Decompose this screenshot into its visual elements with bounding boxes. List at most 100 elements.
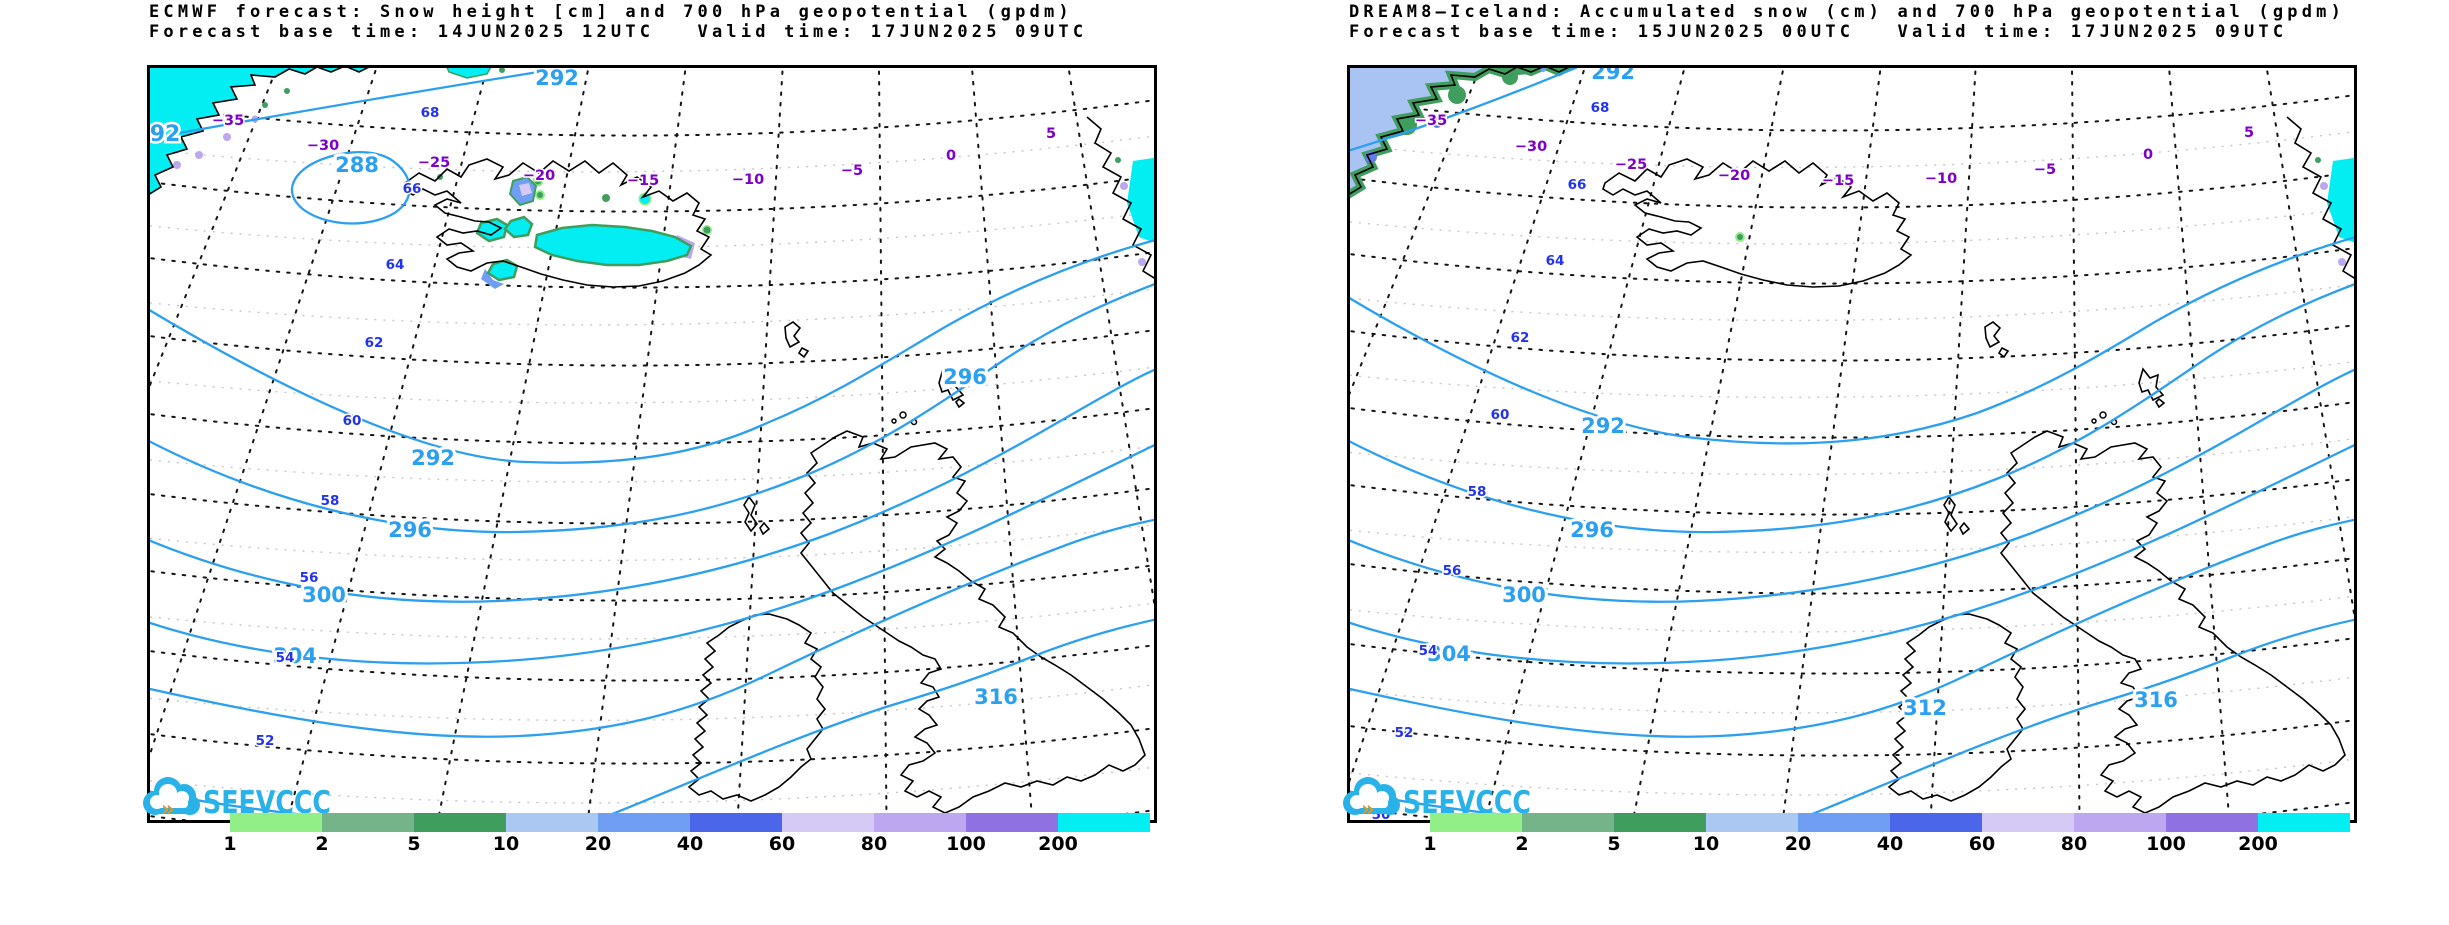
- snow-patch: [223, 133, 231, 141]
- longitude-label: −15: [627, 173, 659, 189]
- snow-patch: [519, 183, 532, 196]
- snow-patch: [475, 217, 509, 243]
- colorbar-tick-label: 20: [1784, 833, 1812, 855]
- colorbar-segment: [2166, 813, 2258, 832]
- contour-label: 296: [943, 365, 987, 389]
- latitude-label: 60: [1491, 407, 1510, 423]
- graticule-minor: [1347, 437, 2357, 476]
- snow-patch: [262, 102, 268, 108]
- contour-label: 292: [1581, 414, 1625, 438]
- parallel-line: [1347, 636, 2357, 675]
- coastline: [784, 321, 810, 359]
- snow-patch: [1120, 182, 1128, 190]
- meridian-line: [147, 65, 379, 767]
- graticule-minor: [147, 366, 1157, 404]
- parallel-line: [1347, 246, 2357, 285]
- snow-patch: [486, 258, 519, 282]
- colorbar-segment: [1522, 813, 1614, 832]
- cloud-icon: »: [1343, 777, 1400, 821]
- longitude-label: −35: [212, 113, 244, 129]
- contour-label: 296: [388, 518, 432, 542]
- panel-title-line2: Forecast base time: 14JUN2025 12UTC Vali…: [149, 22, 1088, 42]
- snow-patch: [147, 65, 373, 196]
- chevron-icon: »: [161, 797, 175, 821]
- snow-patch: [1448, 86, 1466, 104]
- parallel-line: [147, 98, 1157, 137]
- colorbar-segment: [690, 813, 782, 832]
- snow-patch: [1115, 157, 1121, 163]
- parallel-line: [1347, 477, 2357, 516]
- coastline: [1347, 65, 1574, 197]
- colorbar-tick-label: 200: [1038, 833, 1078, 855]
- coastline: [2099, 411, 2107, 419]
- latitude-label: 60: [343, 413, 362, 429]
- meridian-line: [147, 65, 280, 396]
- meridian-line: [2070, 65, 2081, 823]
- geopotential-contour: [147, 518, 1157, 738]
- coastline: [1999, 430, 2346, 814]
- latitude-label: 64: [386, 257, 405, 273]
- snow-patch: [195, 151, 203, 159]
- parallel-line: [1347, 556, 2357, 595]
- colorbar-segment: [2074, 813, 2166, 832]
- contour-label: 300: [1502, 583, 1546, 607]
- colorbar-segment: [230, 813, 322, 832]
- coastline: [2286, 116, 2357, 281]
- graticule-minor: [147, 766, 1157, 804]
- snow-patch: [1737, 234, 1743, 240]
- coastline: [938, 367, 966, 409]
- parallel-line: [147, 406, 1157, 445]
- graticule-minor: [1347, 515, 2357, 554]
- parallel-line: [1347, 170, 2357, 209]
- colorbar-tick-label: 1: [223, 833, 237, 855]
- latitude-label: 52: [1395, 725, 1414, 741]
- parallel-line: [1347, 323, 2357, 362]
- colorbar-segment: [2258, 813, 2350, 832]
- colorbar-segment: [1890, 813, 1982, 832]
- colorbar-tick-label: 60: [768, 833, 796, 855]
- parallel-line: [147, 328, 1157, 367]
- contour-label: 288: [335, 153, 379, 177]
- latitude-label: 54: [276, 650, 295, 666]
- contour-label: 292: [535, 66, 579, 90]
- snow-patch: [2338, 258, 2346, 266]
- graticule-minor: [147, 523, 1157, 562]
- contour-label: 92: [150, 122, 181, 147]
- geopotential-contour: [1347, 282, 2357, 534]
- meridian-line: [1781, 65, 1882, 823]
- latitude-label: 68: [1591, 100, 1610, 116]
- snow-patch: [503, 215, 534, 239]
- parallel-line: [147, 563, 1157, 602]
- longitude-label: −25: [1615, 157, 1647, 173]
- latitude-label: 68: [421, 105, 440, 121]
- latitude-label: 52: [256, 733, 275, 749]
- coastline: [1943, 495, 1971, 536]
- map-canvas: 292 292 296 300 304 312 316 68 66 64 62 60 58 56 54 52 5…: [1347, 65, 2357, 823]
- meridian-line: [285, 65, 489, 823]
- geopotential-contour: [147, 238, 1157, 464]
- colorbar-segment: [1430, 813, 1522, 832]
- contour-label: 316: [2134, 688, 2178, 712]
- coastline: [402, 158, 713, 288]
- geopotential-contour: [290, 151, 411, 225]
- snow-patch: [499, 67, 505, 73]
- latitude-label: 56: [1443, 563, 1462, 579]
- snow-patch: [481, 269, 504, 289]
- meridian-line: [436, 65, 591, 823]
- latitude-label: 62: [365, 335, 384, 351]
- snow-patch: [173, 161, 181, 169]
- parallel-line: [147, 174, 1157, 213]
- colorbar-segment: [598, 813, 690, 832]
- graticule-minor: [1347, 758, 2357, 796]
- graticule-minor: [147, 135, 1157, 173]
- geopotential-contour: [587, 618, 1157, 823]
- snow-colorbar: [1430, 813, 2350, 832]
- coastline: [899, 411, 907, 419]
- panel-dream8: DREAM8–Iceland: Accumulated snow (cm) an…: [1343, 0, 2449, 925]
- colorbar-tick-label: 80: [860, 833, 888, 855]
- coastline: [2091, 418, 2097, 424]
- snow-patch: [284, 88, 290, 94]
- longitude-label: −20: [523, 168, 555, 184]
- graticule-minor: [147, 602, 1157, 640]
- colorbar-tick-label: 1: [1423, 833, 1437, 855]
